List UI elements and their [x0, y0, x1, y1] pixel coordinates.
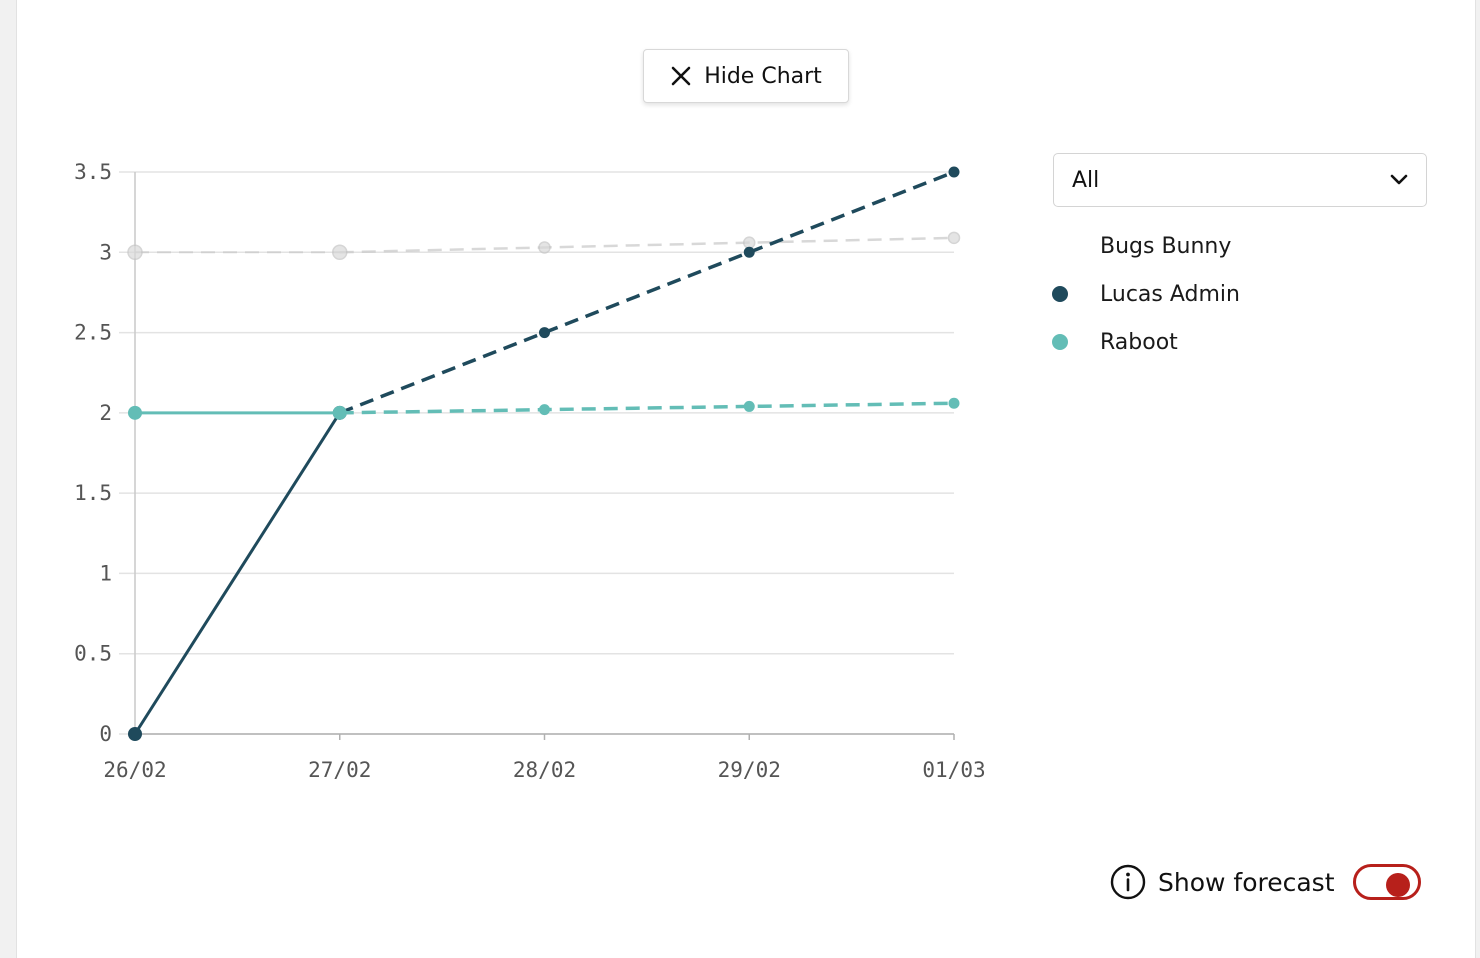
data-point-raboot — [332, 405, 347, 420]
y-tick-label: 2.5 — [74, 321, 112, 345]
hide-chart-label: Hide Chart — [704, 63, 822, 89]
toggle-knob — [1385, 873, 1410, 897]
forecast-line-lucas-admin — [339, 170, 955, 415]
data-point-lucas-admin — [539, 327, 550, 339]
legend-dot — [1052, 334, 1068, 350]
x-tick-label: 28/02 — [513, 758, 576, 782]
forecast-toggle[interactable] — [1352, 864, 1421, 900]
forecast-line-raboot — [339, 401, 955, 415]
data-point-raboot — [948, 397, 960, 409]
legend-label: Raboot — [1100, 329, 1178, 355]
filter-select[interactable]: All — [1053, 153, 1427, 207]
data-point-bugs-bunny — [332, 244, 348, 261]
y-tick-label: 3.5 — [74, 160, 112, 184]
x-tick-label: 26/02 — [103, 758, 166, 782]
data-point-lucas-admin — [743, 246, 755, 258]
forecast-label: Show forecast — [1158, 867, 1335, 897]
legend-dot — [1052, 286, 1068, 302]
y-tick-label: 1 — [99, 561, 112, 585]
y-tick-label: 0.5 — [74, 642, 112, 666]
chevron-down-icon — [1390, 174, 1408, 185]
data-point-bugs-bunny — [127, 244, 143, 261]
forecast-control: Show forecast — [1110, 860, 1421, 904]
close-icon — [671, 66, 691, 86]
legend-item-bugs-bunny[interactable]: Bugs Bunny — [1048, 222, 1240, 270]
data-point-raboot — [743, 400, 755, 412]
legend-label: Lucas Admin — [1100, 281, 1240, 307]
data-point-raboot — [128, 405, 142, 420]
info-icon[interactable] — [1110, 864, 1146, 900]
legend-item-raboot[interactable]: Raboot — [1048, 318, 1240, 366]
data-point-bugs-bunny — [538, 241, 551, 254]
legend-dot — [1052, 238, 1068, 254]
line-chart: 0 0.5 1 1.5 2 2.5 3 3.5 26/02 27/02 28/02 29/02 01/0… — [74, 160, 986, 782]
data-point-raboot — [539, 404, 550, 416]
filter-select-value: All — [1072, 167, 1100, 193]
legend-label: Bugs Bunny — [1100, 233, 1232, 259]
x-tick-label: 01/03 — [922, 758, 985, 782]
y-tick-label: 2 — [99, 401, 112, 425]
legend-item-lucas-admin[interactable]: Lucas Admin — [1048, 270, 1240, 318]
data-point-lucas-admin — [948, 166, 960, 178]
chart-legend: Bugs Bunny Lucas Admin Raboot — [1048, 222, 1240, 366]
forecast-line-bugs-bunny — [339, 236, 955, 254]
y-tick-label: 1.5 — [74, 481, 112, 505]
hide-chart-button[interactable]: Hide Chart — [643, 49, 849, 103]
series-line-lucas-admin — [133, 412, 342, 735]
x-tick-label: 29/02 — [718, 758, 781, 782]
y-tick-label: 0 — [99, 722, 112, 746]
data-point-bugs-bunny — [947, 231, 961, 245]
data-point-lucas-admin — [128, 727, 142, 741]
data-point-bugs-bunny — [743, 236, 756, 249]
y-tick-label: 3 — [99, 240, 112, 264]
x-tick-label: 27/02 — [308, 758, 371, 782]
